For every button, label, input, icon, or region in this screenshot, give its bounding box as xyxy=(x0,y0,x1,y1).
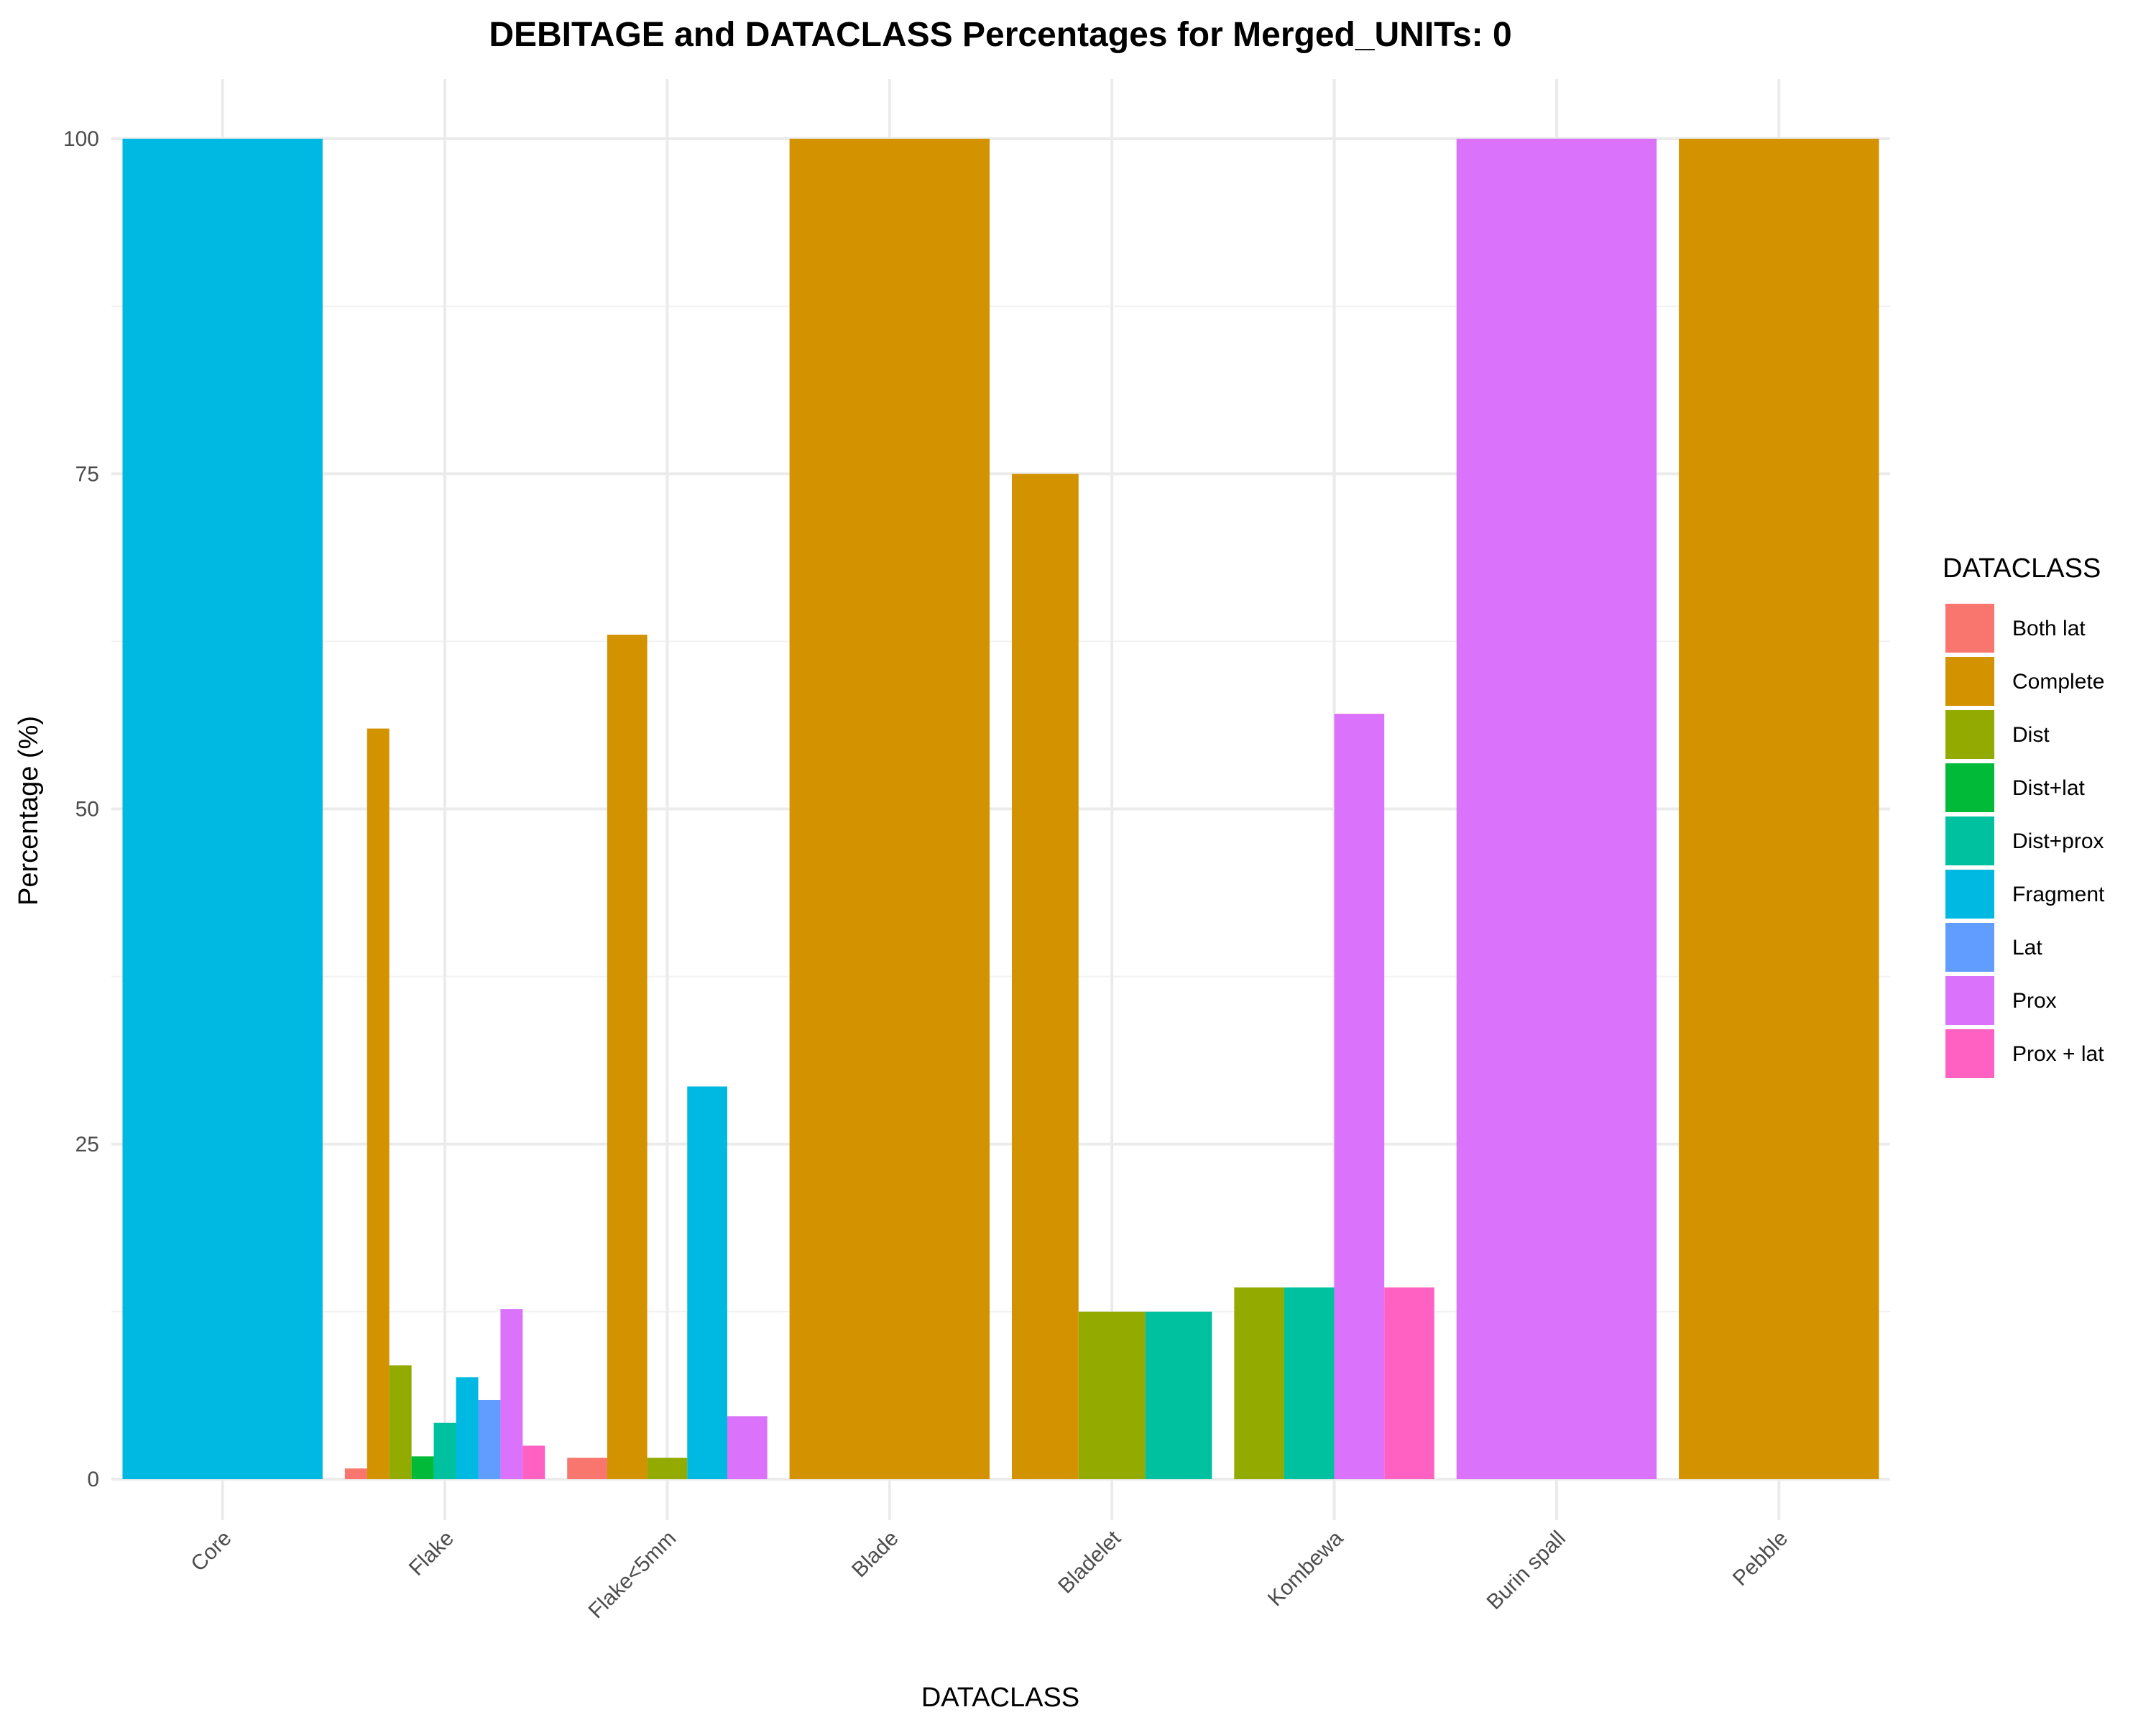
bar-flake-5mm-both-lat xyxy=(567,1458,607,1479)
bar-blade-complete xyxy=(789,139,990,1479)
legend-label-complete: Complete xyxy=(2012,670,2104,694)
bar-kombewa-dist xyxy=(1234,1287,1284,1479)
y-tick-label: 25 xyxy=(75,1133,99,1156)
y-axis-title: Percentage (%) xyxy=(14,716,44,906)
y-tick-label: 100 xyxy=(63,127,99,151)
bar-flake-dist xyxy=(389,1365,412,1479)
legend-key-dist-lat xyxy=(1945,763,1994,812)
x-axis-title: DATACLASS xyxy=(921,1683,1079,1713)
bar-kombewa-prox-lat xyxy=(1384,1287,1434,1479)
legend-label-dist-prox: Dist+prox xyxy=(2012,829,2104,853)
legend-key-prox-lat xyxy=(1945,1029,1994,1078)
legend-title: DATACLASS xyxy=(1943,553,2101,584)
legend-label-dist: Dist xyxy=(2012,723,2050,747)
legend-key-fragment xyxy=(1945,870,1994,919)
bar-flake-dist-prox xyxy=(433,1422,456,1479)
bar-flake-prox-lat xyxy=(522,1445,545,1479)
bar-bladelet-complete xyxy=(1011,474,1079,1479)
bar-flake-dist-lat xyxy=(411,1456,434,1479)
y-tick-label: 0 xyxy=(87,1468,99,1491)
legend-label-lat: Lat xyxy=(2012,936,2042,960)
bar-bladelet-dist-prox xyxy=(1145,1311,1212,1479)
legend-key-dist-prox xyxy=(1945,816,1994,865)
bar-flake-5mm-complete xyxy=(607,635,648,1479)
chart-title: DEBITAGE and DATACLASS Percentages for M… xyxy=(489,16,1511,54)
bar-flake-5mm-dist xyxy=(647,1458,688,1479)
legend-label-prox: Prox xyxy=(2012,989,2057,1013)
bar-flake-lat xyxy=(478,1399,501,1479)
legend-items: Both lat Complete Dist Dist+lat Dist+prox Fra… xyxy=(1945,604,2105,1078)
bar-flake-complete xyxy=(367,728,390,1479)
legend: DATACLASS Both lat Complete Dist Dist+lat Di… xyxy=(1943,553,2105,1078)
bar-flake-5mm-fragment xyxy=(687,1086,727,1479)
bar-flake-both-lat xyxy=(344,1468,367,1479)
bar-kombewa-dist-prox xyxy=(1284,1287,1335,1479)
legend-key-both-lat xyxy=(1945,604,1994,653)
bars xyxy=(122,139,1879,1480)
bar-flake-5mm-prox xyxy=(727,1416,768,1479)
legend-key-complete xyxy=(1945,657,1994,706)
legend-label-prox-lat: Prox + lat xyxy=(2012,1042,2104,1066)
bar-flake-fragment xyxy=(456,1377,479,1479)
legend-label-fragment: Fragment xyxy=(2012,883,2105,906)
y-tick-labels: 0 25 50 75 100 xyxy=(63,127,99,1491)
bar-flake-prox xyxy=(500,1309,523,1479)
bar-kombewa-prox xyxy=(1334,714,1385,1480)
bar-bladelet-dist xyxy=(1078,1311,1146,1479)
y-tick-label: 75 xyxy=(75,462,99,486)
legend-key-dist xyxy=(1945,710,1994,759)
legend-key-prox xyxy=(1945,976,1994,1025)
bar-pebble-complete xyxy=(1679,139,1879,1479)
bar-burin-spall-prox xyxy=(1456,139,1657,1479)
legend-label-both-lat: Both lat xyxy=(2012,617,2086,640)
y-tick-label: 50 xyxy=(75,798,99,822)
legend-key-lat xyxy=(1945,923,1994,972)
legend-label-dist-lat: Dist+lat xyxy=(2012,776,2086,800)
bar-core-fragment xyxy=(122,139,323,1479)
